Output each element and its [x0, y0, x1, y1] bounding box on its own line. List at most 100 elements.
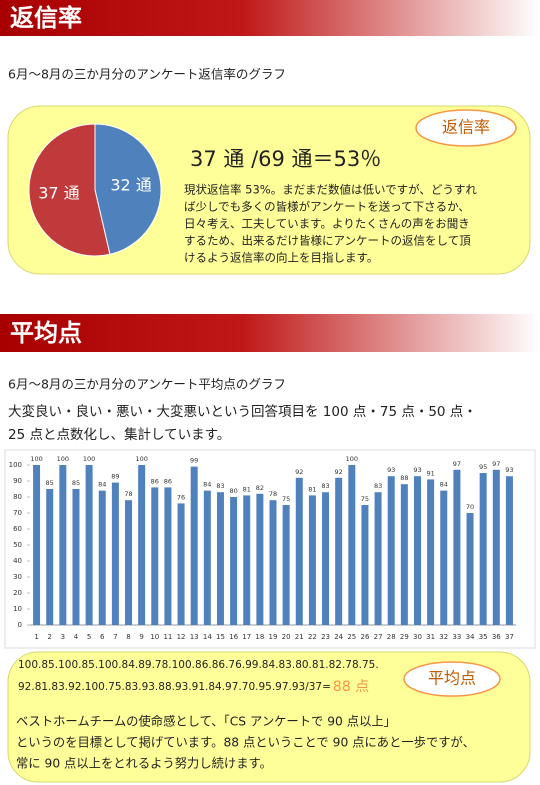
header-bar [0, 314, 540, 352]
value-label: 89 [111, 473, 119, 481]
bar [72, 489, 80, 625]
bar [125, 500, 133, 625]
x-tick-label: 8 [126, 633, 130, 641]
x-tick-label: 17 [242, 633, 251, 641]
bar [46, 489, 54, 625]
x-tick-label: 7 [113, 633, 117, 641]
calc-line: 100.85.100.85.100.84.89.78.100.86.86.76.… [18, 659, 379, 671]
bar [138, 465, 146, 625]
slice-label: 32 通 [110, 175, 151, 194]
bar [111, 482, 119, 625]
pie-slice [94, 123, 162, 255]
x-tick-label: 31 [426, 633, 435, 641]
paragraph: 現状返信率 53%。まだまだ数値は低いですが、どうすれば少しでも多くの皆様がアン… [184, 183, 477, 265]
y-tick-label: 10 [13, 605, 22, 613]
value-label: 82 [256, 484, 264, 492]
value-label: 97 [492, 460, 500, 468]
x-tick-label: 34 [466, 633, 475, 641]
value-label: 92 [295, 468, 303, 476]
value-label: 95 [479, 463, 487, 471]
value-label: 78 [269, 490, 277, 498]
y-tick-label: 100 [9, 461, 22, 469]
x-tick-label: 14 [203, 633, 212, 641]
bar [492, 469, 500, 625]
bar [374, 492, 382, 625]
value-label: 100 [135, 455, 147, 463]
bubble-text: 平均点 [428, 669, 476, 688]
paragraph: ベストホームチームの使命感として、「CS アンケートで 90 点以上」というのを… [16, 714, 475, 771]
value-label: 81 [243, 485, 251, 493]
value-label: 84 [440, 481, 448, 489]
x-tick-label: 12 [177, 633, 186, 641]
value-label: 91 [426, 469, 434, 477]
average: 88 点 [333, 679, 369, 695]
bar [348, 465, 356, 625]
y-tick-label: 50 [13, 541, 22, 549]
value-label: 85 [46, 479, 54, 487]
value-label: 100 [57, 455, 69, 463]
bar [230, 497, 238, 625]
bar [33, 465, 41, 625]
x-tick-label: 3 [61, 633, 65, 641]
bar [308, 495, 316, 625]
x-tick-label: 32 [439, 633, 448, 641]
x-tick-label: 18 [255, 633, 264, 641]
text-line: 日々考え、工夫しています。よりたくさんの声をお聞き [184, 217, 470, 231]
x-tick-label: 9 [139, 633, 143, 641]
bar [322, 492, 330, 625]
x-tick-label: 19 [269, 633, 278, 641]
section-header: 平均点 [10, 319, 82, 347]
bar [295, 477, 303, 625]
section-header: 返信率 [10, 4, 82, 32]
bar [216, 492, 224, 625]
x-tick-label: 23 [321, 633, 330, 641]
bar [190, 466, 198, 625]
y-tick-label: 0 [18, 621, 22, 629]
x-tick-label: 16 [229, 633, 238, 641]
value-label: 75 [361, 495, 369, 503]
x-tick-label: 37 [505, 633, 514, 641]
bar [479, 473, 487, 625]
text-line: するため、出来るだけ皆様にアンケートの返信をして頂 [184, 234, 471, 248]
slice-label: 37 通 [38, 184, 79, 203]
bar [400, 484, 408, 625]
pie-chart: 32 通 37 通 [28, 123, 162, 257]
bubble [415, 109, 517, 147]
text-line: 常に 90 点以上をとれるよう努力し続けます。 [16, 756, 272, 771]
pie-slice [28, 123, 111, 257]
y-tick-label: 80 [13, 493, 22, 501]
bar [440, 490, 448, 625]
value-label: 99 [190, 457, 198, 465]
value-label: 85 [72, 479, 80, 487]
calc-line: 92.81.83.92.100.75.83.93.88.93.91.84.97.… [18, 681, 331, 693]
bubble-text: 返信率 [442, 118, 490, 137]
value-label: 84 [203, 481, 211, 489]
value-label: 86 [151, 477, 159, 485]
bar-chart: 0 10 20 30 40 50 60 70 80 90 100 100 1 85 2 100 3 85 4 100 5… [9, 455, 516, 641]
value-label: 76 [177, 493, 185, 501]
x-tick-label: 30 [413, 633, 422, 641]
value-label: 81 [308, 485, 316, 493]
value-label: 83 [321, 482, 329, 490]
x-tick-label: 13 [190, 633, 199, 641]
x-tick-label: 36 [492, 633, 501, 641]
y-tick-label: 70 [13, 509, 22, 517]
chart-frame [4, 449, 536, 649]
x-tick-label: 15 [216, 633, 225, 641]
bar [177, 503, 185, 625]
yellow-box [7, 651, 531, 783]
value-label: 86 [164, 477, 172, 485]
bar [466, 513, 474, 625]
bar [427, 479, 435, 625]
value-label: 83 [216, 482, 224, 490]
x-tick-label: 2 [47, 633, 51, 641]
bar [59, 465, 67, 625]
value-label: 100 [30, 455, 42, 463]
value-label: 84 [98, 481, 106, 489]
value-label: 93 [505, 466, 513, 474]
value-label: 100 [346, 455, 358, 463]
text-line: というのを目標として掲げています。88 点ということで 90 点にあと一歩ですが… [16, 735, 475, 750]
value-label: 88 [400, 474, 408, 482]
